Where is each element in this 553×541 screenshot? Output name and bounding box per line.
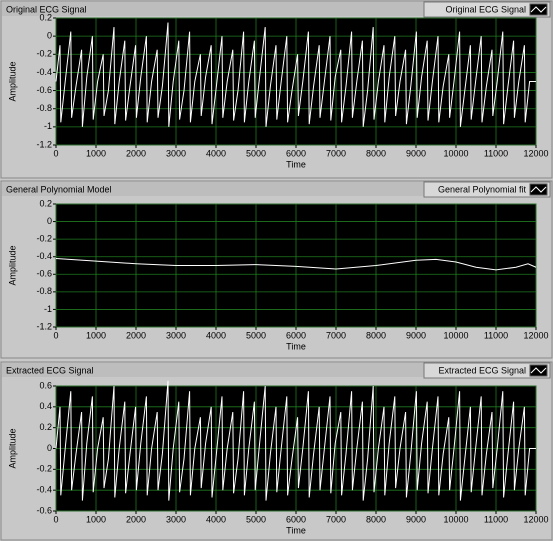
x-axis-label: Time [286,525,306,535]
x-tick-label: 3000 [166,148,186,158]
x-tick-label: 6000 [286,514,306,524]
legend-swatch [530,6,547,13]
x-tick-label: 9000 [406,330,426,340]
chart-title: Original ECG Signal [6,4,87,14]
x-tick-label: 2000 [126,148,146,158]
legend-label: Extracted ECG Signal [438,365,526,375]
x-tick-label: 1000 [86,514,106,524]
x-tick-label: 1000 [86,330,106,340]
y-tick-label: -1.2 [36,321,52,331]
x-tick-label: 7000 [326,514,346,524]
y-axis-label: Amplitude [7,428,17,468]
y-tick-label: 0 [47,31,52,41]
legend-box [423,1,551,18]
x-tick-label: 11000 [484,330,508,340]
y-tick-label: -0.2 [36,49,52,59]
x-tick-label: 9000 [406,148,426,158]
x-tick-label: 8000 [366,330,386,340]
x-tick-label: 2000 [126,514,146,524]
x-tick-label: 7000 [326,330,346,340]
x-tick-label: 4000 [206,514,226,524]
legend-swatch [530,367,547,374]
x-tick-label: 12000 [523,330,548,340]
x-axis-label: Time [286,159,306,169]
x-tick-label: 9000 [406,514,426,524]
x-axis-label: Time [286,341,306,351]
x-tick-label: 0 [53,148,58,158]
y-tick-label: 0.2 [39,422,52,432]
legend-box [423,362,551,379]
x-tick-label: 3000 [166,514,186,524]
y-tick-label: -1.2 [36,139,52,149]
y-tick-label: 0.2 [39,198,52,208]
x-tick-label: 12000 [523,514,548,524]
y-tick-label: -0.8 [36,103,52,113]
x-tick-label: 5000 [246,148,266,158]
y-tick-label: 0.6 [39,380,52,390]
y-tick-label: -0.6 [36,85,52,95]
x-tick-label: 3000 [166,330,186,340]
y-tick-label: 0 [47,216,52,226]
y-tick-label: -0.4 [36,485,52,495]
x-tick-label: 2000 [126,330,146,340]
y-tick-label: -0.2 [36,234,52,244]
x-tick-label: 0 [53,330,58,340]
y-tick-label: -0.6 [36,269,52,279]
x-tick-label: 6000 [286,148,306,158]
x-tick-label: 10000 [443,514,468,524]
y-tick-label: -1 [44,304,52,314]
x-tick-label: 6000 [286,330,306,340]
legend-label: General Polynomial fit [438,184,527,194]
x-tick-label: 11000 [484,148,508,158]
y-tick-label: 0 [47,443,52,453]
x-tick-label: 4000 [206,330,226,340]
title-strip [2,363,551,377]
y-tick-label: -0.4 [36,251,52,261]
x-tick-label: 5000 [246,330,266,340]
signal-line [55,22,536,127]
y-tick-label: -0.6 [36,505,52,515]
x-tick-label: 7000 [326,148,346,158]
y-axis-label: Amplitude [7,245,17,285]
x-tick-label: 0 [53,514,58,524]
y-tick-label: -0.2 [36,464,52,474]
title-strip [2,182,551,196]
x-tick-label: 10000 [443,148,468,158]
signal-line [55,257,537,271]
y-tick-label: -1 [44,121,52,131]
x-tick-label: 5000 [246,514,266,524]
legend-swatch [530,186,547,193]
y-tick-label: 0.2 [39,12,52,22]
y-tick-label: -0.4 [36,67,52,77]
legend-label: Original ECG Signal [445,4,526,14]
y-tick-label: 0.4 [39,401,52,411]
chart-title: Extracted ECG Signal [6,365,94,375]
x-tick-label: 10000 [443,330,468,340]
chart-title: General Polynomial Model [6,184,112,194]
title-strip [2,2,551,16]
y-tick-label: -0.8 [36,286,52,296]
x-tick-label: 11000 [484,514,508,524]
x-tick-label: 4000 [206,148,226,158]
x-tick-label: 8000 [366,514,386,524]
y-axis-label: Amplitude [7,61,17,101]
signal-line [55,380,536,501]
legend-box [423,181,551,198]
x-tick-label: 8000 [366,148,386,158]
x-tick-label: 12000 [523,148,548,158]
x-tick-label: 1000 [86,148,106,158]
